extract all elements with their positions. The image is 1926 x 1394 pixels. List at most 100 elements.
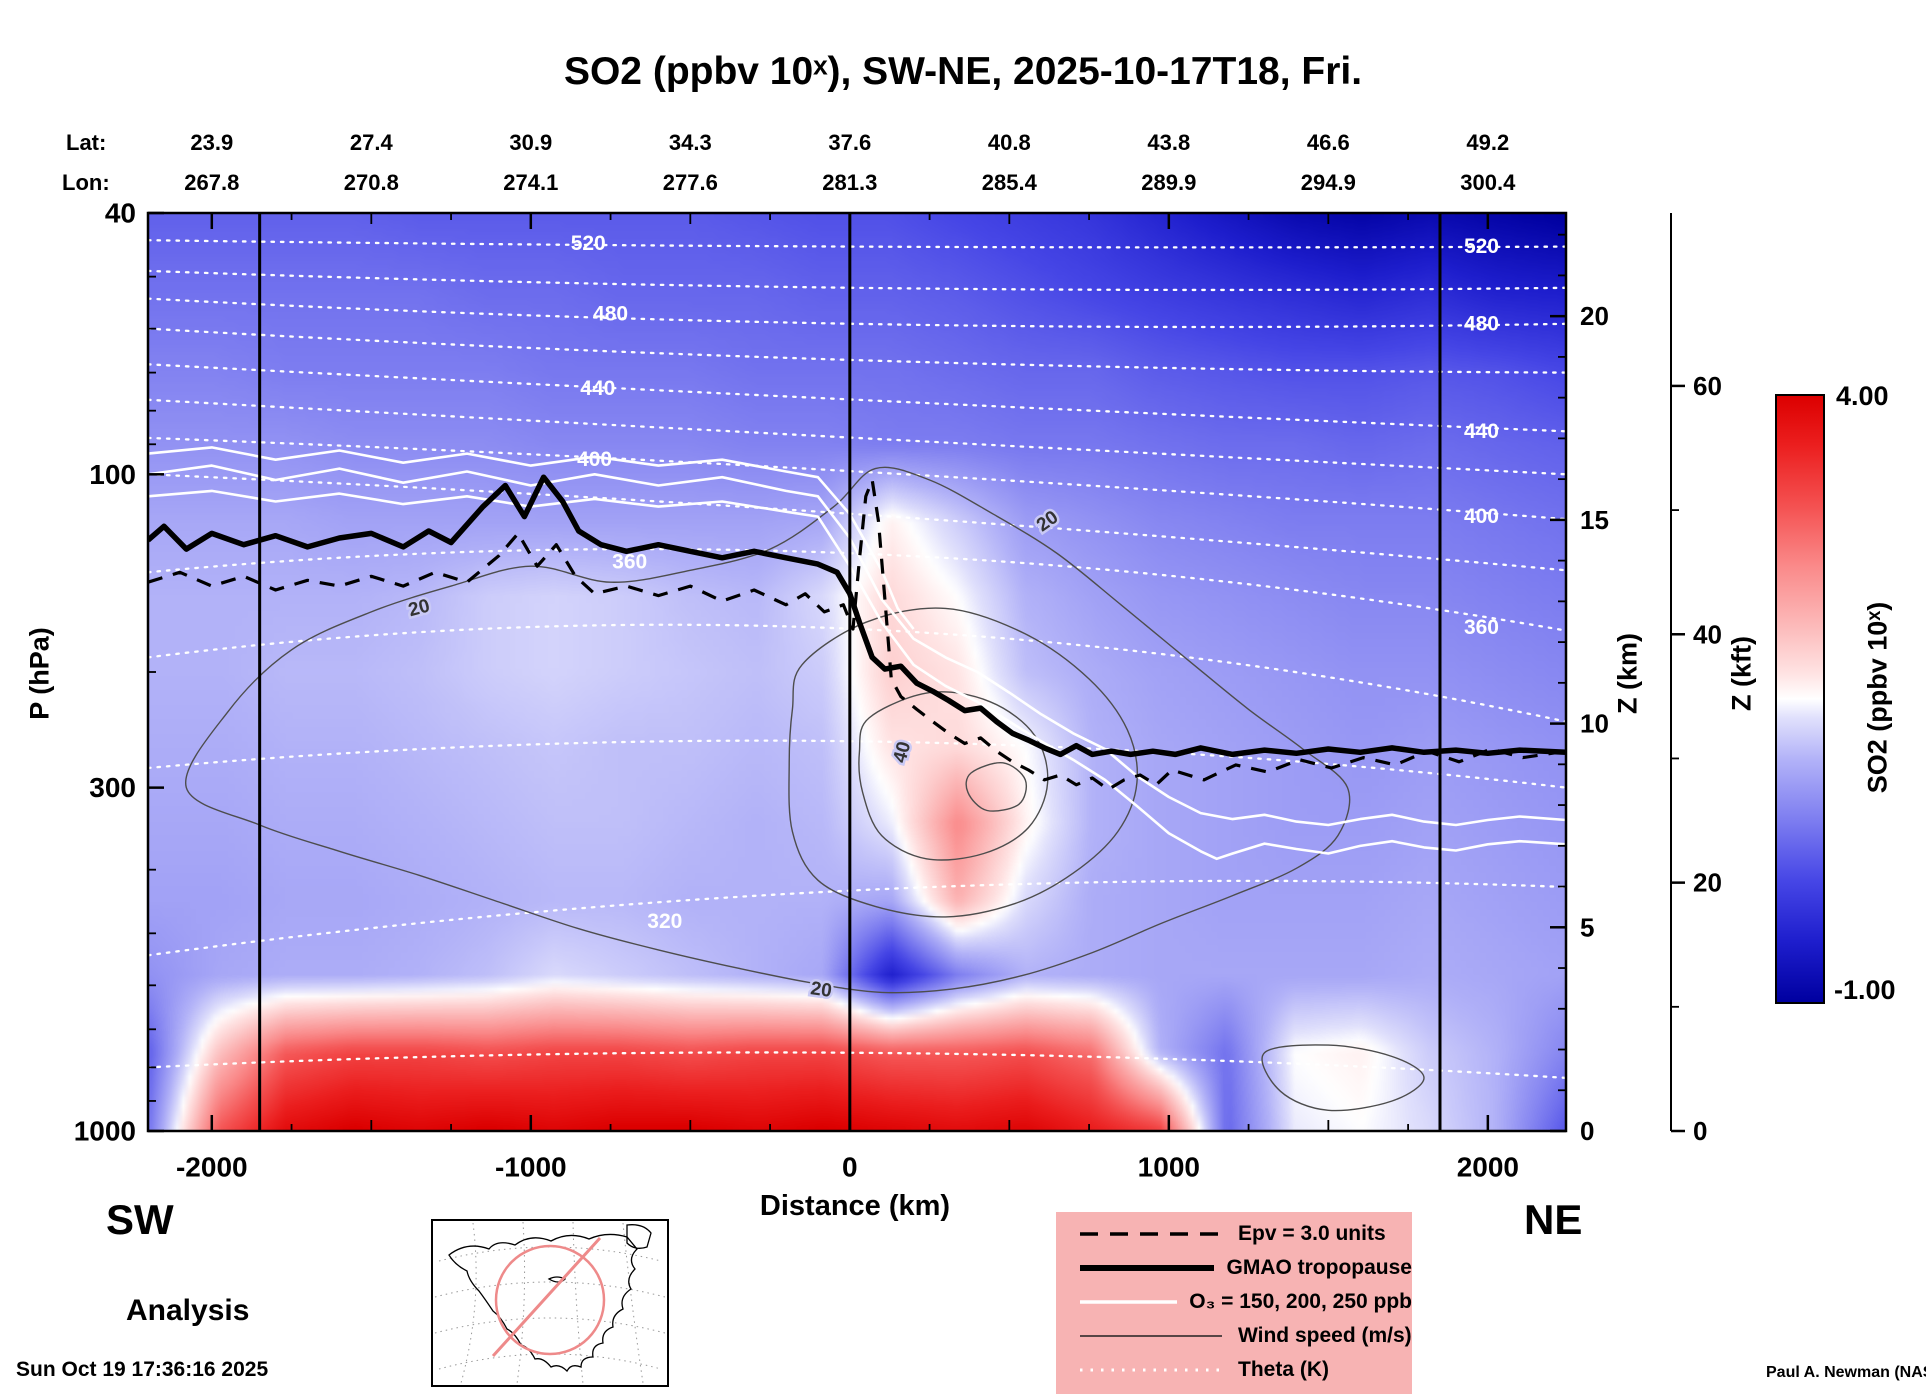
pressure-axis-title: P (hPa) <box>24 627 55 720</box>
theta-label: 360 <box>612 551 647 574</box>
lat-row-label: Lat: <box>66 130 107 155</box>
z-kft-tick-label: 0 <box>1693 1116 1707 1146</box>
timestamp: Sun Oct 19 17:36:16 2025 <box>16 1358 269 1381</box>
map-frame <box>431 1219 669 1387</box>
theta-label: 360 <box>1464 616 1499 639</box>
theta-label: 520 <box>1464 235 1499 258</box>
lon-value: 300.4 <box>1460 170 1516 195</box>
o3-contour <box>148 489 1566 861</box>
x-tick-label: 2000 <box>1457 1152 1519 1183</box>
z-km-tick-label: 0 <box>1580 1116 1594 1146</box>
map-section-line <box>491 1236 602 1358</box>
theta-contour <box>148 398 1566 476</box>
z-kft-tick-label: 20 <box>1693 868 1722 898</box>
pressure-tick-label: 300 <box>89 772 136 803</box>
legend-line-sample <box>1080 1368 1222 1372</box>
cross-section-locator-map <box>431 1219 669 1387</box>
theta-label: 440 <box>580 377 615 400</box>
theta-label: 400 <box>1464 505 1499 528</box>
lat-value: 34.3 <box>668 130 712 155</box>
theta-label: 480 <box>593 303 628 326</box>
x-tick-label: -1000 <box>495 1152 567 1183</box>
map-section-circle <box>494 1244 606 1356</box>
credit: Paul A. Newman (NASA <box>1766 1364 1926 1381</box>
lon-value: 274.1 <box>503 170 559 195</box>
tropopause-line <box>148 474 1566 758</box>
lat-value: 30.9 <box>509 130 553 155</box>
theta-label: 520 <box>571 232 606 255</box>
lon-value: 294.9 <box>1300 170 1356 195</box>
lon-value: 267.8 <box>184 170 240 195</box>
legend-item-label: Epv = 3.0 units <box>1238 1222 1386 1245</box>
lon-value: 285.4 <box>981 170 1037 195</box>
theta-contour <box>148 623 1566 723</box>
map-coastline <box>448 1224 652 1373</box>
wind-speed-label: 20 <box>809 978 833 1002</box>
theta-contour <box>148 436 1566 521</box>
corner-label-sw: SW <box>106 1196 174 1243</box>
legend-item-label: Theta (K) <box>1238 1358 1329 1381</box>
legend-line-sample <box>1080 1232 1222 1236</box>
lon-row-label: Lon: <box>62 170 110 195</box>
theta-contour <box>148 297 1566 329</box>
wind-contour <box>965 762 1027 812</box>
theta-contour <box>148 473 1566 572</box>
x-tick-label: -2000 <box>176 1152 248 1183</box>
legend-item: GMAO tropopause <box>1056 1251 1412 1285</box>
o3-contour <box>148 464 1566 827</box>
z-km-tick-label: 5 <box>1580 912 1594 942</box>
wind-speed-label: 20 <box>406 595 432 621</box>
theta-contour <box>148 269 1566 292</box>
legend-item: Wind speed (m/s) <box>1056 1319 1412 1353</box>
chart-title: SO2 (ppbv 10ˣ), SW-NE, 2025-10-17T18, Fr… <box>563 50 1363 93</box>
legend-item: Epv = 3.0 units <box>1056 1217 1412 1251</box>
x-tick-label: 1000 <box>1138 1152 1200 1183</box>
theta-contour <box>148 327 1566 374</box>
lat-value: 46.6 <box>1306 130 1350 155</box>
colorbar-min-label: -1.00 <box>1834 975 1896 1005</box>
z-kft-tick-label: 60 <box>1693 371 1722 401</box>
colorbar-title: SO2 (ppbv 10ˣ) <box>1862 601 1893 794</box>
wind-contour <box>858 691 1049 861</box>
z-km-tick-label: 20 <box>1580 301 1609 331</box>
x-tick-label: 0 <box>842 1152 858 1183</box>
corner-label-ne: NE <box>1524 1196 1583 1243</box>
lat-value: 40.8 <box>987 130 1031 155</box>
plot-contours: 520 520 480 480 440 440 400 400 360 360 320 20 20 20 4… <box>148 232 1566 1112</box>
legend-line-sample <box>1080 1335 1222 1337</box>
legend-line-sample <box>1080 1300 1178 1304</box>
z-km-axis-title: Z (km) <box>1612 633 1643 714</box>
legend-item: Theta (K) <box>1056 1353 1412 1387</box>
lat-value: 49.2 <box>1466 130 1510 155</box>
theta-contour <box>148 1051 1566 1080</box>
colorbar-max-label: 4.00 <box>1836 381 1889 411</box>
lon-value: 277.6 <box>662 170 718 195</box>
wind-speed-label: 40 <box>890 739 916 765</box>
theta-contour <box>148 363 1566 433</box>
wind-contour <box>1261 1044 1425 1112</box>
pressure-tick-label: 1000 <box>74 1116 136 1147</box>
theta-contour <box>148 879 1566 957</box>
z-kft-axis-title: Z (kft) <box>1726 636 1757 711</box>
wind-contour <box>185 466 1351 994</box>
analysis-label: Analysis <box>126 1294 250 1327</box>
z-kft-tick-label: 40 <box>1693 619 1722 649</box>
legend-item-label: O₃ = 150, 200, 250 ppb <box>1189 1290 1412 1313</box>
wind-contour <box>788 607 1138 918</box>
lat-value: 43.8 <box>1147 130 1191 155</box>
theta-label: 320 <box>647 910 682 933</box>
lon-value: 270.8 <box>343 170 399 195</box>
legend-item: O₃ = 150, 200, 250 ppb <box>1056 1285 1412 1319</box>
lat-value: 37.6 <box>828 130 872 155</box>
legend-item-label: Wind speed (m/s) <box>1238 1324 1412 1347</box>
theta-contour <box>148 239 1566 249</box>
z-km-tick-label: 10 <box>1580 709 1609 739</box>
so2-heatmap-canvas <box>148 213 1566 1131</box>
o3-contour <box>148 446 915 630</box>
lon-value: 289.9 <box>1141 170 1197 195</box>
x-axis-title: Distance (km) <box>759 1190 951 1222</box>
legend-box: Epv = 3.0 units GMAO tropopause O₃ = 150, … <box>1056 1212 1412 1394</box>
epv-line <box>148 478 1566 792</box>
